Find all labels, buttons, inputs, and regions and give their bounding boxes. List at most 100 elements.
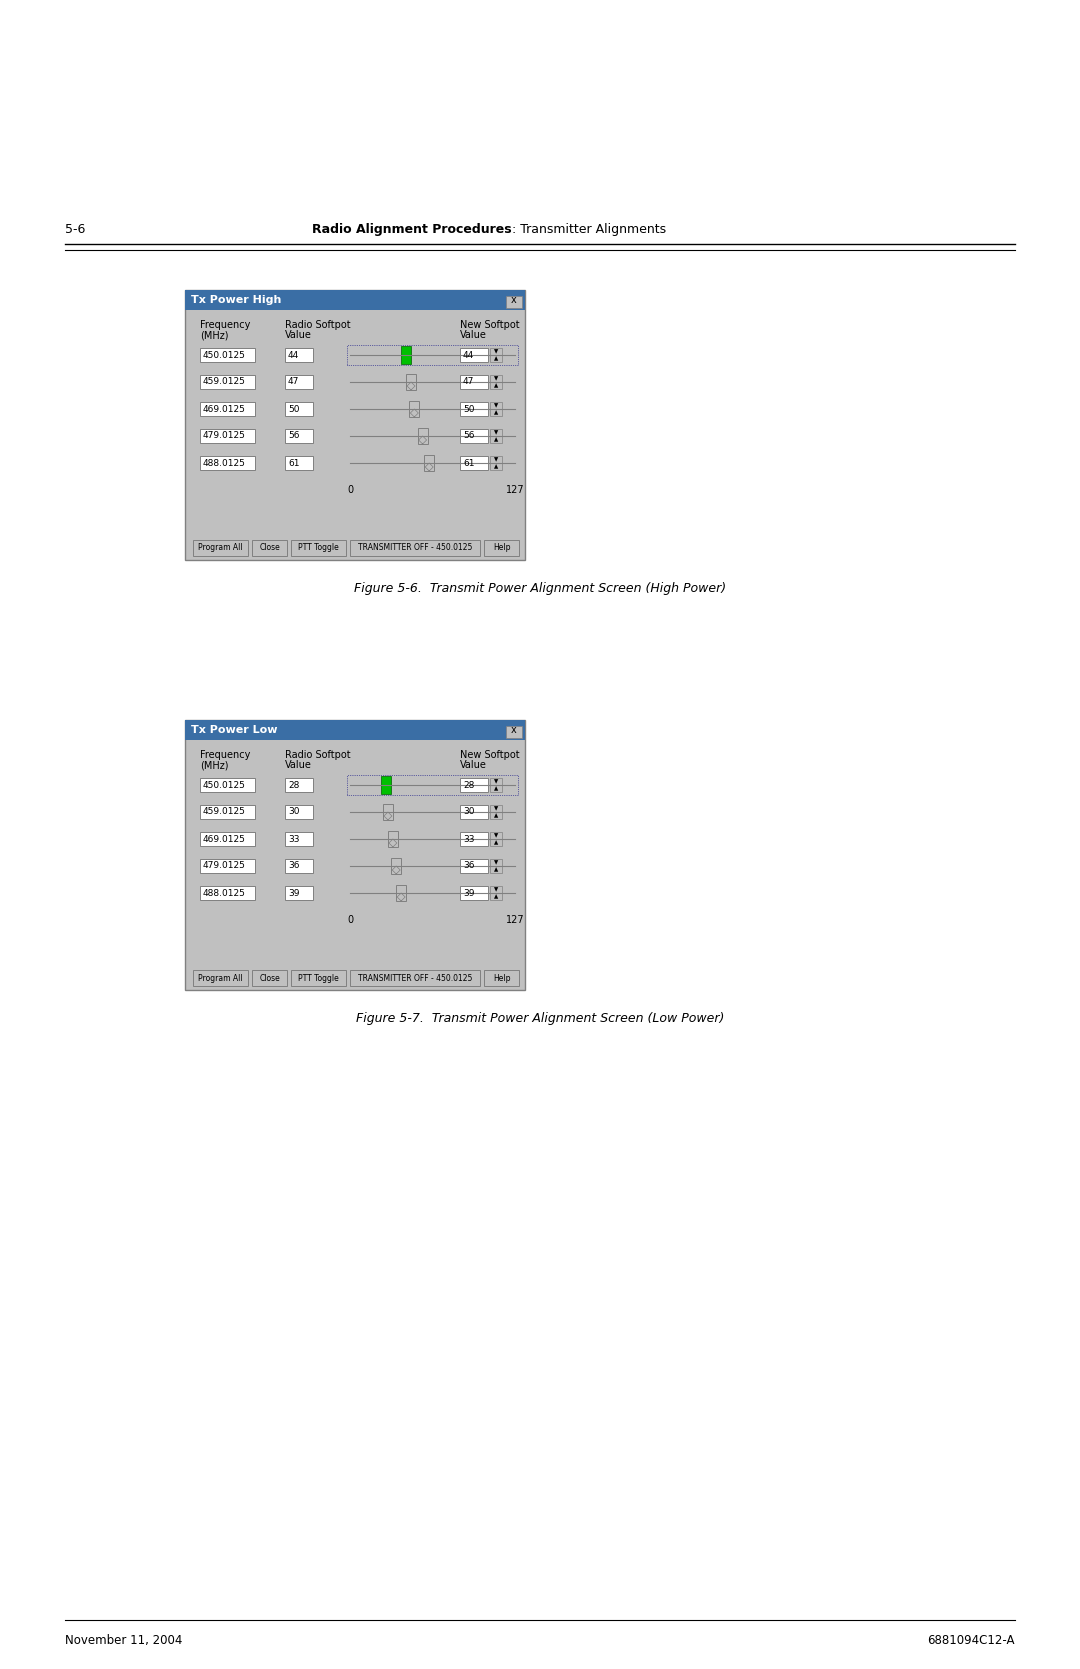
Text: ▼: ▼	[494, 860, 498, 865]
Text: x: x	[511, 295, 517, 305]
Text: Figure 5-6.  Transmit Power Alignment Screen (High Power): Figure 5-6. Transmit Power Alignment Scr…	[354, 582, 726, 596]
Text: 450.0125: 450.0125	[203, 781, 246, 789]
Bar	[185, 290, 525, 310]
Text: ▲: ▲	[494, 382, 498, 387]
Bar	[291, 541, 346, 556]
Text: ▲: ▲	[494, 437, 498, 442]
Text: 5-6: 5-6	[65, 224, 85, 235]
Bar	[484, 970, 519, 986]
Bar	[193, 970, 248, 986]
Bar	[200, 833, 255, 846]
Bar	[350, 541, 480, 556]
Bar	[200, 429, 255, 442]
Text: Close: Close	[259, 973, 280, 983]
Bar	[424, 456, 434, 471]
Text: Value: Value	[285, 759, 312, 769]
Text: x: x	[511, 724, 517, 734]
Bar	[490, 409, 502, 416]
Bar	[418, 427, 428, 444]
Text: 50: 50	[463, 404, 474, 414]
Text: ▼: ▼	[494, 349, 498, 354]
Bar	[185, 719, 525, 990]
Text: Frequency: Frequency	[200, 320, 251, 330]
Text: November 11, 2004: November 11, 2004	[65, 1634, 183, 1647]
Text: Radio Alignment Procedures: Radio Alignment Procedures	[312, 224, 512, 235]
Bar	[185, 290, 525, 561]
Bar	[285, 886, 313, 900]
Text: ▲: ▲	[494, 840, 498, 845]
Text: ▲: ▲	[494, 411, 498, 416]
Bar	[200, 456, 255, 471]
Text: ▼: ▼	[494, 779, 498, 784]
Bar	[460, 886, 488, 900]
Text: 47: 47	[288, 377, 299, 387]
Text: 479.0125: 479.0125	[203, 861, 246, 871]
Bar	[285, 804, 313, 819]
Text: (MHz): (MHz)	[200, 330, 229, 340]
Bar	[490, 376, 502, 382]
Bar	[490, 778, 502, 784]
Text: Tx Power High: Tx Power High	[191, 295, 282, 305]
Bar	[388, 831, 397, 846]
Bar	[185, 719, 525, 739]
Text: 30: 30	[463, 808, 474, 816]
Bar	[460, 349, 488, 362]
Bar	[490, 860, 502, 866]
Bar	[460, 860, 488, 873]
Text: New Softpot: New Softpot	[460, 320, 519, 330]
Bar	[285, 778, 313, 793]
Bar	[490, 355, 502, 362]
Text: 450.0125: 450.0125	[203, 350, 246, 359]
Bar	[490, 804, 502, 813]
Bar	[490, 462, 502, 471]
Text: Value: Value	[285, 330, 312, 340]
Bar	[507, 726, 522, 738]
Bar	[490, 402, 502, 409]
Text: New Softpot: New Softpot	[460, 749, 519, 759]
Bar	[460, 429, 488, 442]
Bar	[347, 774, 518, 794]
Bar	[460, 376, 488, 389]
Bar	[347, 345, 518, 366]
Text: : Transmitter Alignments: : Transmitter Alignments	[512, 224, 666, 235]
Bar	[490, 456, 502, 462]
Bar	[460, 402, 488, 416]
Text: Radio Softpot: Radio Softpot	[285, 320, 351, 330]
Text: 61: 61	[463, 459, 474, 467]
Text: 44: 44	[288, 350, 299, 359]
Text: ▼: ▼	[494, 833, 498, 838]
Text: Value: Value	[460, 759, 487, 769]
Bar	[490, 429, 502, 436]
Text: 39: 39	[463, 888, 474, 898]
Bar	[200, 778, 255, 793]
Text: ▲: ▲	[494, 895, 498, 900]
Bar	[460, 833, 488, 846]
Bar	[252, 541, 287, 556]
Text: 469.0125: 469.0125	[203, 404, 246, 414]
Text: 44: 44	[463, 350, 474, 359]
Text: Help: Help	[492, 973, 510, 983]
Bar	[381, 776, 391, 794]
Text: 56: 56	[463, 432, 474, 441]
Text: ▲: ▲	[494, 813, 498, 818]
Text: Close: Close	[259, 544, 280, 552]
Bar	[396, 885, 406, 901]
Bar	[291, 970, 346, 986]
Text: PTT Toggle: PTT Toggle	[298, 973, 339, 983]
Text: (MHz): (MHz)	[200, 759, 229, 769]
Text: ▲: ▲	[494, 786, 498, 791]
Text: 459.0125: 459.0125	[203, 377, 246, 387]
Bar	[285, 833, 313, 846]
Text: Frequency: Frequency	[200, 749, 251, 759]
Text: 36: 36	[463, 861, 474, 871]
Text: ▲: ▲	[494, 355, 498, 361]
Bar	[401, 345, 411, 364]
Bar	[200, 886, 255, 900]
Text: 6881094C12-A: 6881094C12-A	[928, 1634, 1015, 1647]
Bar	[406, 374, 416, 391]
Text: Help: Help	[492, 544, 510, 552]
Text: 30: 30	[288, 808, 299, 816]
Text: Value: Value	[460, 330, 487, 340]
Text: 0: 0	[347, 486, 353, 496]
Bar	[383, 804, 393, 819]
